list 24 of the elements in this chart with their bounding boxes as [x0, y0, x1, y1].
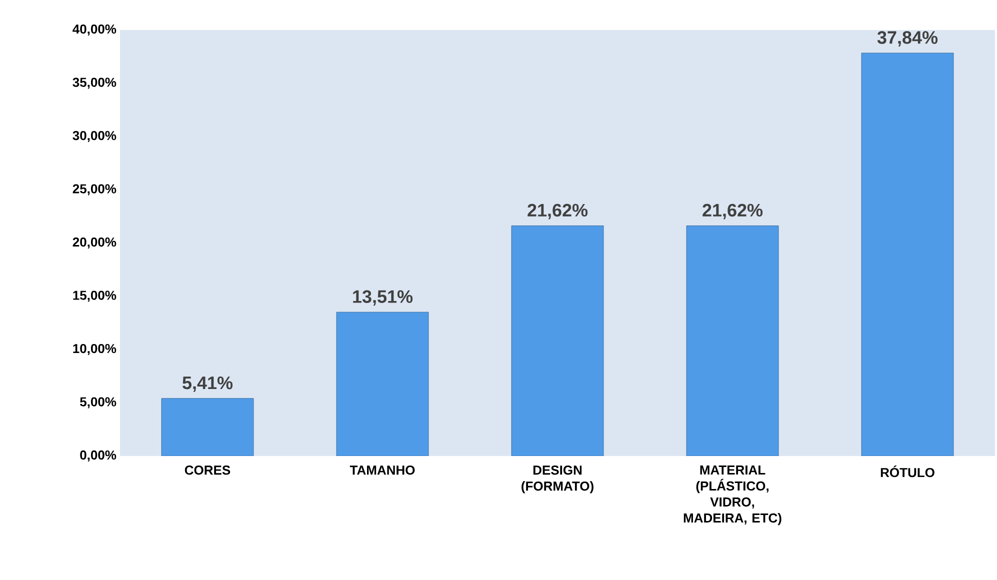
y-tick-label: 10,00%: [73, 344, 116, 356]
y-tick-label: 25,00%: [72, 184, 116, 196]
data-label: 5,41%: [182, 376, 233, 392]
y-tick-label: 20,00%: [72, 237, 116, 249]
y-tick-label: 30,00%: [72, 130, 116, 142]
x-tick-label: MATERIAL (PLÁSTICO, VIDRO, MADEIRA, ETC): [684, 466, 782, 526]
y-tick-label: 40,00%: [72, 24, 116, 36]
y-tick-label: 35,00%: [72, 78, 116, 89]
y-tick-label: 0,00%: [80, 450, 116, 462]
x-tick-label: DESIGN (FORMATO): [522, 466, 594, 494]
data-label: 21,62%: [702, 204, 763, 220]
bar: [161, 398, 254, 456]
data-label: 21,62%: [528, 204, 588, 220]
bar: [861, 52, 954, 456]
y-tick-label: 15,00%: [73, 290, 116, 302]
bar: [511, 226, 604, 456]
x-tick-label: TAMANHO: [350, 466, 415, 475]
y-tick-label: 5,00%: [80, 397, 116, 408]
bar: [336, 312, 429, 456]
data-label: 37,84%: [877, 31, 938, 46]
x-tick-label: RÓTULO: [880, 466, 934, 478]
data-label: 13,51%: [353, 290, 413, 306]
x-tick-label: CORES: [184, 466, 230, 475]
bar: [686, 226, 779, 456]
